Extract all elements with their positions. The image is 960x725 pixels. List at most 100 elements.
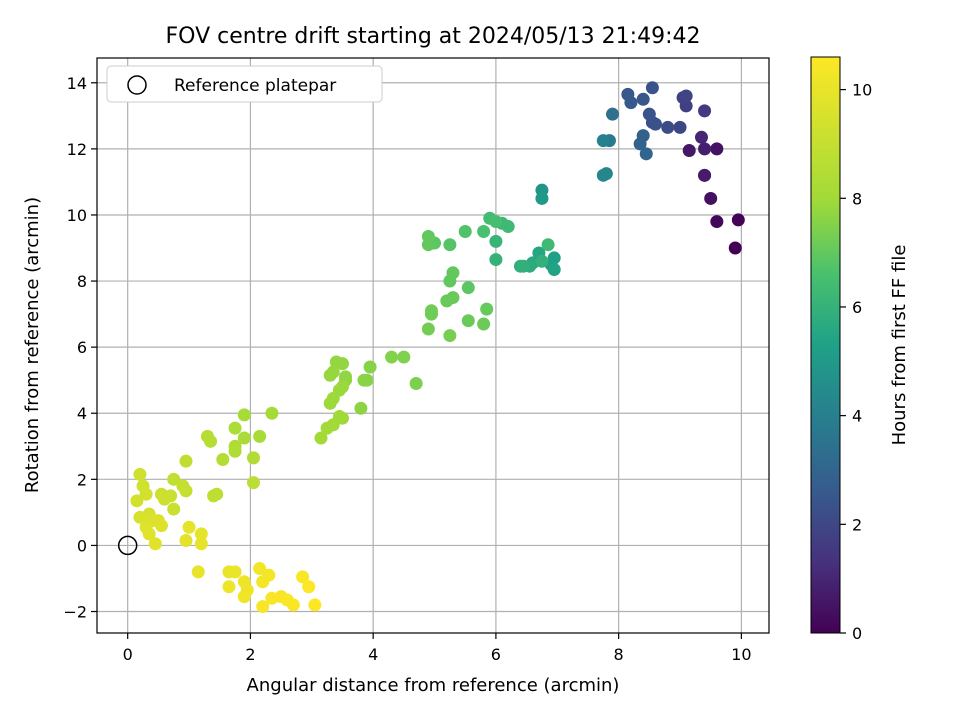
legend-label: Reference platepar bbox=[174, 76, 336, 96]
data-point bbox=[596, 168, 610, 182]
data-point bbox=[182, 520, 196, 534]
data-point bbox=[253, 429, 267, 443]
data-point bbox=[228, 565, 242, 579]
data-point bbox=[541, 238, 555, 252]
data-point bbox=[256, 600, 270, 614]
data-point bbox=[339, 370, 353, 384]
y-tick-label: 4 bbox=[77, 404, 87, 423]
data-point bbox=[357, 373, 371, 387]
y-tick-label: 6 bbox=[77, 338, 87, 357]
data-point bbox=[148, 537, 162, 551]
data-point bbox=[286, 598, 300, 612]
data-point bbox=[302, 580, 316, 594]
data-point bbox=[397, 350, 411, 364]
data-point bbox=[167, 502, 181, 516]
data-point bbox=[133, 467, 147, 481]
plot-frame bbox=[96, 57, 770, 634]
data-point bbox=[489, 253, 503, 267]
y-tick-label: 8 bbox=[77, 272, 87, 291]
colorbar-tick-label: 10 bbox=[852, 81, 872, 100]
data-point bbox=[130, 494, 144, 508]
colorbar-ticks: 0 2 4 6 8 10 bbox=[840, 81, 872, 643]
data-point bbox=[179, 484, 193, 498]
x-axis-label: Angular distance from reference (arcmin) bbox=[247, 675, 620, 696]
data-point bbox=[673, 120, 687, 134]
data-point bbox=[648, 117, 662, 131]
data-point bbox=[246, 476, 260, 490]
data-point bbox=[154, 519, 168, 533]
y-axis-label: Rotation from reference (arcmin) bbox=[22, 197, 43, 493]
data-point bbox=[179, 533, 193, 547]
data-point bbox=[461, 281, 475, 295]
data-point bbox=[323, 396, 337, 410]
y-axis-ticks: −2 0 2 4 6 8 10 12 14 bbox=[63, 74, 97, 622]
y-tick-label: −2 bbox=[63, 603, 87, 622]
data-point bbox=[296, 570, 310, 584]
x-axis-ticks: 0 2 4 6 8 10 bbox=[123, 633, 752, 664]
data-point bbox=[698, 142, 712, 156]
data-point bbox=[633, 137, 647, 151]
x-tick-label: 8 bbox=[614, 645, 624, 664]
data-point bbox=[335, 411, 349, 425]
data-points bbox=[130, 81, 745, 614]
data-point bbox=[314, 431, 328, 445]
colorbar-gradient bbox=[810, 56, 841, 634]
x-tick-label: 2 bbox=[245, 645, 255, 664]
y-tick-label: 12 bbox=[67, 140, 87, 159]
data-point bbox=[409, 377, 423, 391]
data-point bbox=[167, 472, 181, 486]
data-point bbox=[682, 144, 696, 158]
data-point bbox=[547, 251, 561, 265]
data-point bbox=[489, 234, 503, 248]
data-point bbox=[477, 224, 491, 238]
x-tick-label: 4 bbox=[368, 645, 378, 664]
data-point bbox=[731, 213, 745, 227]
data-point bbox=[710, 142, 724, 156]
y-tick-label: 10 bbox=[67, 206, 87, 225]
x-tick-label: 10 bbox=[731, 645, 751, 664]
data-point bbox=[443, 238, 457, 252]
data-point bbox=[636, 92, 650, 106]
data-point bbox=[596, 134, 610, 148]
data-point bbox=[694, 130, 708, 144]
data-point bbox=[228, 444, 242, 458]
grid-lines bbox=[97, 58, 769, 633]
data-point bbox=[228, 421, 242, 435]
data-point bbox=[194, 527, 208, 541]
data-point bbox=[194, 537, 208, 551]
data-point bbox=[246, 451, 260, 465]
data-point bbox=[501, 220, 515, 234]
data-point bbox=[698, 104, 712, 118]
data-point bbox=[191, 565, 205, 579]
data-point bbox=[517, 259, 531, 273]
data-point bbox=[642, 107, 656, 121]
data-point bbox=[237, 431, 251, 445]
data-point bbox=[535, 191, 549, 205]
data-point bbox=[624, 96, 638, 110]
data-point bbox=[216, 453, 230, 467]
data-point bbox=[139, 487, 153, 501]
data-point bbox=[679, 89, 693, 103]
data-point bbox=[421, 229, 435, 243]
data-point bbox=[645, 81, 659, 95]
data-point bbox=[139, 520, 153, 534]
colorbar: 0 2 4 6 8 10 Hours from first FF file bbox=[810, 56, 910, 643]
y-tick-label: 14 bbox=[67, 74, 87, 93]
legend-box bbox=[106, 65, 383, 103]
data-point bbox=[704, 191, 718, 205]
data-point bbox=[237, 408, 251, 422]
chart-title: FOV centre drift starting at 2024/05/13 … bbox=[166, 24, 701, 49]
x-tick-label: 0 bbox=[123, 645, 133, 664]
data-point bbox=[133, 510, 147, 524]
colorbar-tick-label: 0 bbox=[852, 624, 862, 643]
data-point bbox=[179, 454, 193, 468]
data-point bbox=[200, 429, 214, 443]
data-point bbox=[446, 291, 460, 305]
data-point bbox=[256, 575, 270, 589]
data-point bbox=[710, 215, 724, 229]
colorbar-tick-label: 4 bbox=[852, 407, 862, 426]
data-point bbox=[265, 406, 279, 420]
reference-marker bbox=[117, 535, 138, 556]
